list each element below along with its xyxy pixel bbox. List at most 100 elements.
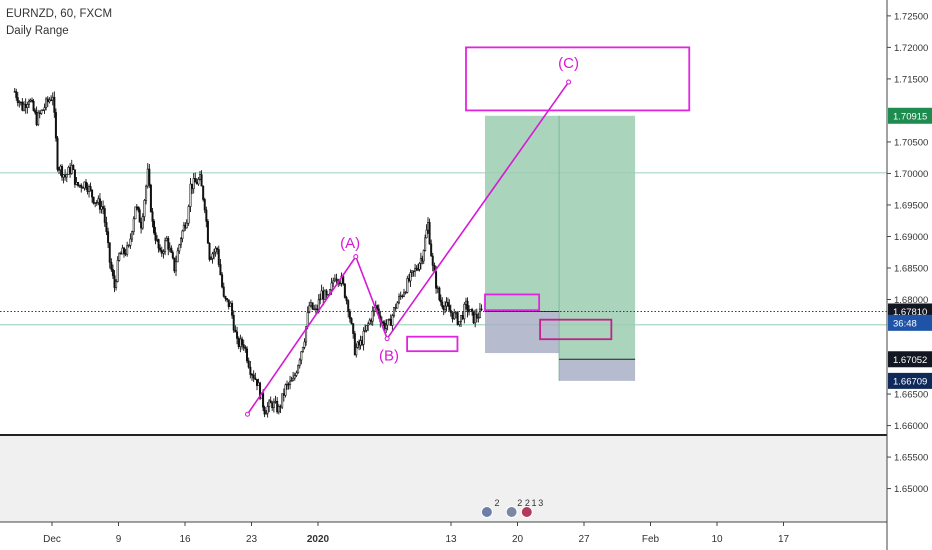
candle-body (259, 382, 262, 399)
target-zone-1 (559, 115, 636, 360)
annotation-box-1 (484, 293, 541, 312)
candle-body (311, 302, 314, 310)
candle-body (126, 245, 129, 255)
candle-body (333, 278, 336, 282)
candle-body (69, 167, 72, 174)
candle-body (352, 323, 355, 334)
y-tick-label: 1.65500 (894, 453, 928, 464)
candle-body (279, 406, 282, 408)
candle-body (151, 211, 154, 222)
candle-body (290, 380, 293, 382)
symbol-title[interactable]: EURNZD, 60, FXCM (6, 8, 113, 20)
candle-body (425, 229, 428, 239)
x-tick-label: 27 (578, 534, 590, 545)
candle-body (70, 165, 73, 174)
candle-body (371, 310, 374, 322)
candle-body (180, 238, 183, 246)
candle-body (350, 318, 353, 324)
candle-body (449, 310, 452, 313)
candle-body (236, 331, 239, 339)
candle-body (211, 253, 214, 259)
candle-body (393, 307, 396, 316)
candle-body (162, 251, 165, 254)
x-tick-label: Feb (642, 534, 660, 545)
candle-body (451, 312, 454, 320)
candle-body (111, 269, 114, 276)
candle-body (255, 379, 258, 386)
candle-body (153, 221, 156, 234)
candle-body (191, 183, 194, 190)
y-tick-label: 1.72000 (894, 43, 928, 54)
candle-body (216, 248, 219, 250)
candle-body (226, 298, 229, 301)
candle-body (77, 181, 80, 186)
candle-body (67, 167, 70, 175)
stop-zone-3 (559, 359, 636, 381)
candle-body (319, 298, 322, 301)
candle-body (446, 302, 449, 306)
candle-body (461, 315, 464, 320)
y-tick-label: 1.66500 (894, 390, 928, 401)
indicator-label[interactable]: Daily Range (6, 25, 69, 37)
y-tick-label: 1.70500 (894, 137, 928, 148)
candle-body (478, 308, 481, 318)
x-tick-label: 23 (246, 534, 258, 545)
target-zone-0 (485, 115, 560, 312)
candle-body (269, 400, 272, 404)
candle-body (430, 243, 433, 257)
candle-body (16, 97, 19, 103)
price-badge-label: 1.70915 (893, 111, 927, 122)
candle-body (200, 174, 203, 187)
candle-body (247, 360, 250, 368)
candle-body (65, 174, 68, 178)
candle-body (18, 101, 21, 104)
candle-body (343, 283, 346, 298)
candle-body (175, 261, 178, 272)
candle-body (40, 109, 43, 114)
candle-body (464, 300, 467, 305)
candle-body (388, 319, 391, 321)
candle-body (323, 290, 326, 300)
candle-body (428, 222, 431, 245)
candle-body (231, 302, 234, 316)
candle-body (477, 317, 480, 319)
candle-body (277, 406, 280, 413)
y-tick-label: 1.66000 (894, 421, 928, 432)
candle-body (257, 382, 260, 386)
candle-body (205, 209, 208, 222)
x-tick-label: 16 (179, 534, 191, 545)
candle-body (320, 290, 323, 300)
candle-body (396, 302, 399, 309)
candle-body (181, 230, 184, 239)
candle-body (295, 372, 298, 376)
candle-body (398, 296, 401, 304)
candle-body (119, 253, 122, 255)
y-tick-label: 1.68000 (894, 295, 928, 306)
candle-body (203, 199, 206, 211)
candle-body (362, 330, 365, 345)
candle-body (417, 269, 420, 271)
y-tick-label: 1.65000 (894, 484, 928, 495)
candle-body (373, 307, 376, 312)
candle-body (287, 383, 290, 386)
candle-body (359, 340, 362, 346)
x-tick-label: 13 (445, 534, 457, 545)
candle-body (164, 240, 167, 253)
wave-label-0: (A) (340, 235, 360, 252)
candle-body (281, 393, 284, 408)
candle-body (361, 340, 364, 345)
x-tick-label: 2020 (307, 534, 330, 545)
candle-body (113, 275, 116, 288)
candle-body (37, 112, 40, 125)
candle-body (195, 181, 198, 185)
candle-body (115, 281, 118, 288)
candle-body (246, 348, 249, 362)
candle-body (123, 247, 126, 254)
x-tick-label: 17 (778, 534, 790, 545)
candle-body (95, 202, 98, 204)
candle-body (197, 179, 200, 185)
candle-body (471, 309, 474, 312)
candle-body (438, 287, 441, 301)
